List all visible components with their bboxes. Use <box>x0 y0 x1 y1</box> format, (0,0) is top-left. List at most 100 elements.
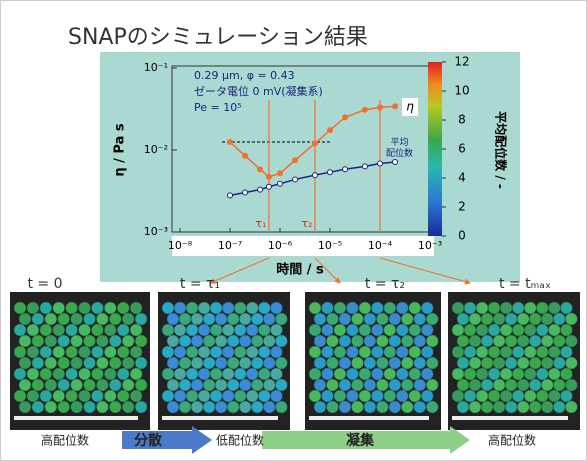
particle <box>359 390 371 402</box>
particle <box>512 346 524 358</box>
particle <box>179 379 191 391</box>
particle <box>493 379 505 391</box>
particle <box>162 346 174 358</box>
particle <box>210 390 222 402</box>
particle <box>548 346 560 358</box>
particle <box>275 335 287 347</box>
particle <box>191 313 203 325</box>
particle <box>58 357 70 369</box>
y2-tick-label: 6 <box>458 142 466 156</box>
particle <box>493 335 505 347</box>
y2-axis-label: 平均配位数 / - <box>494 111 509 189</box>
particle <box>109 313 121 325</box>
particle <box>512 390 524 402</box>
particle <box>376 379 388 391</box>
particle <box>476 390 488 402</box>
particle <box>53 346 65 358</box>
particle <box>541 401 553 413</box>
particle <box>19 401 31 413</box>
particle <box>314 379 326 391</box>
particle <box>359 302 371 314</box>
particle <box>452 368 464 380</box>
snapshot-label: t = 0 <box>27 276 62 292</box>
particle <box>246 368 258 380</box>
particle <box>91 324 103 336</box>
particle <box>96 313 108 325</box>
particle <box>500 368 512 380</box>
particle <box>359 346 371 358</box>
data-point <box>278 181 283 186</box>
particle <box>553 313 565 325</box>
particle <box>334 368 346 380</box>
particle <box>135 335 147 347</box>
particle <box>186 324 198 336</box>
particle <box>109 379 121 391</box>
particle <box>351 313 363 325</box>
particle <box>469 335 481 347</box>
particle <box>14 302 26 314</box>
series-label: η <box>406 100 414 114</box>
particle <box>135 379 147 391</box>
particle <box>421 390 433 402</box>
particle <box>560 324 572 336</box>
particle <box>334 390 346 402</box>
particle <box>314 335 326 347</box>
particle <box>457 379 469 391</box>
particle <box>339 313 351 325</box>
particle <box>553 357 565 369</box>
particle <box>488 346 500 358</box>
particle <box>40 302 52 314</box>
particle <box>529 357 541 369</box>
particle <box>505 357 517 369</box>
data-point <box>393 160 398 165</box>
particle <box>222 368 234 380</box>
particle <box>469 379 481 391</box>
particle <box>541 313 553 325</box>
particle <box>135 313 147 325</box>
x-tick-label: 10⁻⁴ <box>368 239 393 252</box>
y-tick-label: 10⁻¹ <box>144 61 168 74</box>
snapshot-label: t = τ₂ <box>365 276 405 292</box>
particle <box>167 313 179 325</box>
particle <box>246 302 258 314</box>
particle <box>91 368 103 380</box>
particle <box>426 335 438 347</box>
particle <box>334 324 346 336</box>
particle <box>426 313 438 325</box>
particle <box>346 324 358 336</box>
particle <box>96 401 108 413</box>
particle <box>174 368 186 380</box>
particle <box>239 357 251 369</box>
particle <box>517 313 529 325</box>
particle <box>389 313 401 325</box>
particle <box>91 390 103 402</box>
particle <box>309 390 321 402</box>
particle <box>203 313 215 325</box>
particle <box>376 313 388 325</box>
x-tick-label: 10⁻⁶ <box>268 239 293 252</box>
particle <box>130 324 142 336</box>
particle <box>536 368 548 380</box>
flow-label: 高配位数 <box>41 433 89 448</box>
particle <box>351 401 363 413</box>
annotation: ゼータ電位 0 mV(凝集系) <box>194 84 323 98</box>
particle <box>117 368 129 380</box>
particle <box>27 368 39 380</box>
particle <box>524 302 536 314</box>
particle <box>396 368 408 380</box>
particle <box>84 379 96 391</box>
particle <box>426 357 438 369</box>
particle <box>191 379 203 391</box>
particle <box>524 346 536 358</box>
data-point <box>228 140 233 145</box>
particle <box>326 335 338 347</box>
particle <box>222 302 234 314</box>
particle <box>79 346 91 358</box>
particle <box>222 390 234 402</box>
snapshot-label: t = tₘₐₓ <box>499 276 551 292</box>
particle <box>45 357 57 369</box>
particle <box>469 357 481 369</box>
particle <box>58 379 70 391</box>
particle <box>222 324 234 336</box>
particle <box>270 368 282 380</box>
